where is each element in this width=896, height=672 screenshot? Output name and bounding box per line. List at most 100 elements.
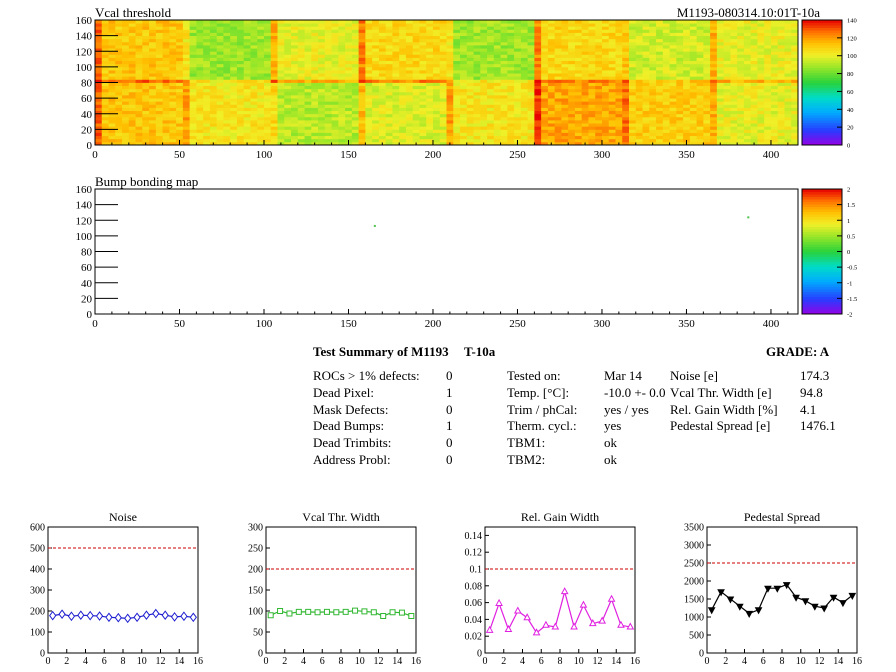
map-cell — [311, 35, 319, 40]
map-cell — [581, 116, 589, 121]
map-cell — [473, 95, 481, 99]
colorbar-tick-label: 20 — [847, 125, 854, 132]
map-cell — [297, 135, 305, 140]
map-cell — [392, 126, 400, 130]
map-cell — [128, 51, 136, 55]
map-cell — [284, 113, 292, 118]
map-cell — [784, 138, 792, 143]
map-cell — [385, 48, 393, 52]
map-cell — [419, 107, 427, 112]
map-cell — [460, 113, 468, 118]
map-cell — [446, 91, 454, 96]
map-cell — [318, 129, 326, 133]
map-cell — [669, 138, 677, 143]
map-cell — [439, 54, 447, 58]
map-cell — [730, 95, 738, 99]
map-cell — [142, 38, 150, 43]
colorbar-swatch — [802, 65, 842, 68]
map-cell — [324, 60, 332, 65]
map-cell — [493, 54, 501, 58]
map-cell — [270, 32, 278, 37]
map-cell — [460, 85, 468, 90]
map-cell — [432, 141, 441, 146]
map-cell — [169, 20, 177, 24]
map-cell — [182, 104, 191, 108]
colorbar-swatch — [802, 37, 842, 41]
map-cell — [656, 129, 664, 133]
map-cell — [716, 32, 725, 37]
map-cell — [189, 20, 197, 24]
map-cell — [189, 54, 197, 58]
map-cell — [676, 116, 684, 121]
map-cell — [250, 23, 258, 27]
map-cell — [115, 138, 123, 143]
map-cell — [263, 51, 272, 55]
map-cell — [561, 123, 569, 127]
map-cell — [236, 73, 245, 77]
map-cell — [710, 126, 718, 130]
map-cell — [351, 73, 360, 77]
map-cell — [196, 98, 204, 102]
map-cell — [399, 23, 407, 27]
map-cell — [108, 104, 116, 108]
map-cell — [757, 113, 765, 118]
map-cell — [419, 51, 427, 55]
map-cell — [399, 51, 407, 55]
map-cell — [791, 126, 799, 130]
map-cell — [676, 45, 684, 49]
map-cell — [696, 116, 704, 121]
map-cell — [209, 73, 218, 77]
map-cell — [487, 73, 495, 77]
map-cell — [791, 32, 799, 37]
data-point — [782, 582, 791, 590]
map-cell — [263, 79, 272, 83]
map-cell — [595, 85, 603, 90]
map-cell — [250, 126, 258, 130]
map-cell — [547, 54, 556, 58]
map-cell — [480, 101, 488, 105]
map-cell — [507, 135, 515, 140]
map-cell — [507, 45, 515, 49]
map-cell — [473, 41, 481, 46]
map-cell — [426, 73, 434, 77]
map-cell — [507, 76, 515, 80]
map-cell — [108, 98, 116, 102]
map-cell — [520, 141, 529, 146]
map-cell — [777, 138, 785, 143]
map-cell — [108, 135, 116, 140]
map-cell — [541, 76, 549, 80]
map-cell — [399, 104, 407, 108]
map-cell — [473, 35, 481, 40]
map-cell — [277, 110, 285, 115]
map-cell — [601, 76, 610, 80]
map-cell — [656, 138, 664, 143]
map-cell — [216, 141, 224, 146]
defect-label: Dead Pixel: — [313, 384, 375, 400]
x-tick-label: 0 — [483, 656, 488, 667]
map-cell — [270, 60, 278, 65]
vcal-threshold-axes: 0 50 100 150 200 250 300 350 4000204060801001201… — [76, 15, 789, 161]
map-cell — [203, 45, 211, 49]
map-cell — [426, 129, 434, 133]
map-cell — [676, 141, 684, 146]
map-cell — [480, 23, 488, 27]
map-cell — [493, 63, 501, 68]
map-cell — [372, 54, 380, 58]
map-cell — [277, 26, 285, 30]
map-cell — [561, 104, 569, 108]
map-cell — [730, 135, 738, 140]
map-cell — [710, 63, 718, 68]
map-cell — [453, 41, 461, 46]
map-cell — [311, 73, 319, 77]
map-cell — [236, 41, 245, 46]
map-cell — [527, 98, 535, 102]
map-cell — [149, 26, 157, 30]
map-cell — [169, 32, 177, 37]
map-cell — [608, 126, 616, 130]
map-cell — [209, 107, 218, 112]
map-cell — [581, 135, 589, 140]
map-cell — [669, 120, 677, 124]
map-cell — [243, 88, 251, 93]
map-cell — [561, 88, 569, 93]
